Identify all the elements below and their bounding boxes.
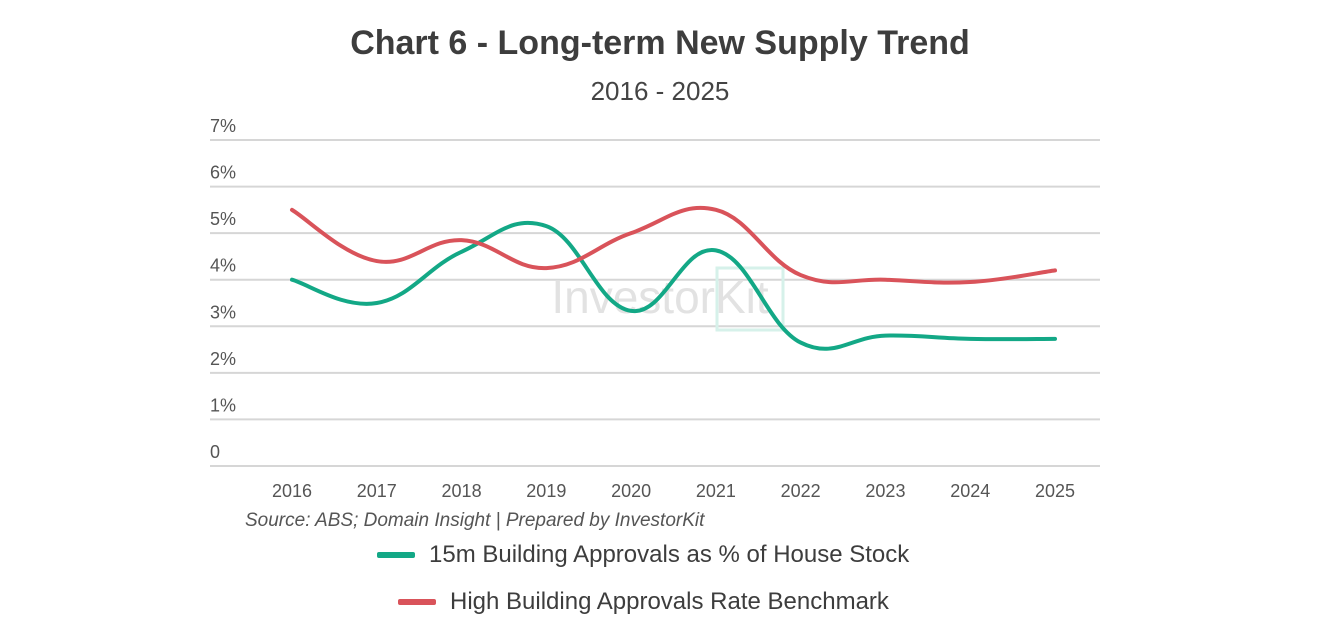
watermark-logo-frame [715,266,785,332]
y-tick-label: 2% [210,349,236,369]
y-tick-label: 3% [210,302,236,322]
legend-label: 15m Building Approvals as % of House Sto… [429,541,910,568]
x-tick-label: 2021 [696,481,736,501]
chart-subtitle: 2016 - 2025 [590,76,730,106]
y-tick-label: 5% [210,209,236,229]
legend-item-approvals: 15m Building Approvals as % of House Sto… [377,541,909,569]
x-tick-label: 2025 [1035,481,1075,501]
series-line-benchmark [290,205,1057,285]
x-tick-label: 2017 [357,481,397,501]
x-tick-label: 2020 [611,481,651,501]
x-tick-label: 2018 [442,481,482,501]
legend-swatch-red [398,599,436,605]
chart-title: Chart 6 - Long-term New Supply Trend [350,24,970,62]
y-tick-label: 4% [210,256,236,276]
x-tick-label: 2022 [781,481,821,501]
legend-swatch-green [377,552,415,558]
legend-label: High Building Approvals Rate Benchmark [450,588,889,615]
x-tick-label: 2023 [865,481,905,501]
y-tick-label: 1% [210,395,236,415]
source-note: Source: ABS; Domain Insight | Prepared b… [245,510,705,531]
y-tick-label: 0 [210,442,220,462]
y-tick-label: 6% [210,163,236,183]
series-line-approvals [290,220,1057,351]
x-tick-label: 2016 [272,481,312,501]
y-tick-label: 7% [210,116,236,136]
x-tick-label: 2024 [950,481,990,501]
legend-item-benchmark: High Building Approvals Rate Benchmark [398,588,889,616]
x-tick-label: 2019 [526,481,566,501]
